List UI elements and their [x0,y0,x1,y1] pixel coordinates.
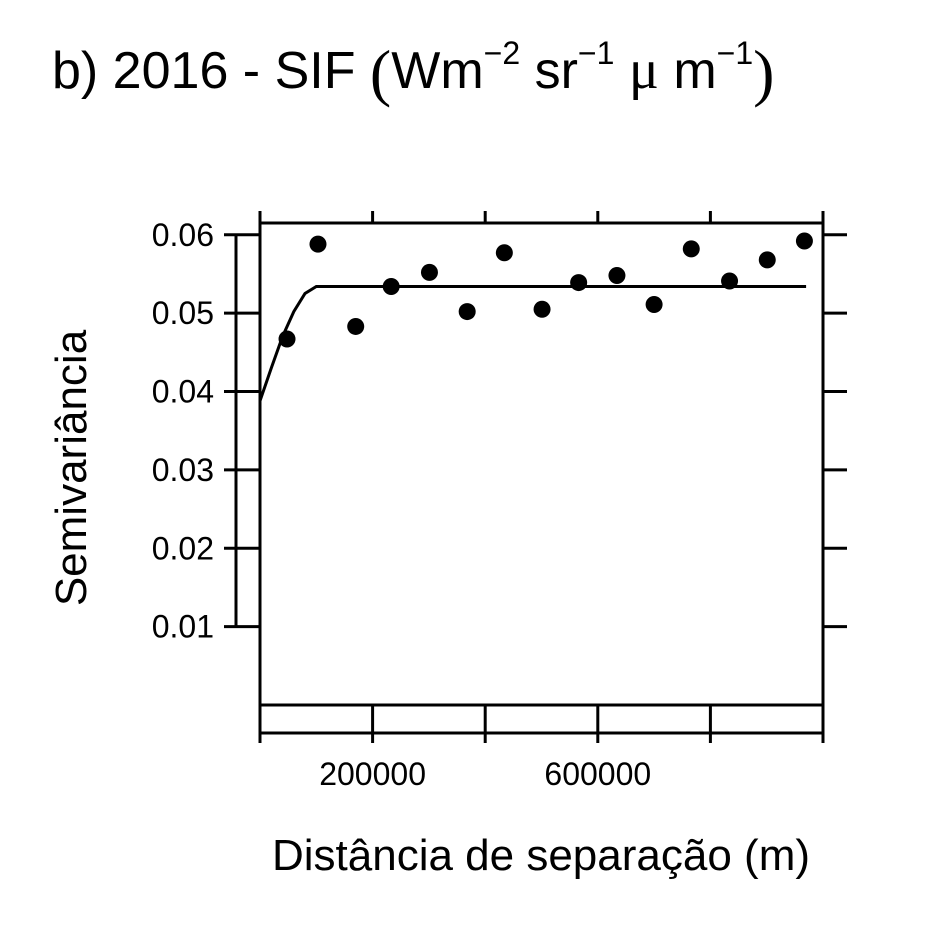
y-tick-label: 0.03 [152,452,214,488]
title-unit-exponent: −2 [484,35,520,71]
data-point [570,274,588,292]
data-points-group [278,232,813,348]
data-point [420,263,438,281]
chart-title: b) 2016 - SIF (Wm−2 sr−1 μ m−1) [52,35,774,108]
y-tick-label: 0.06 [152,217,214,253]
title-space [659,42,673,100]
title-close-paren: ) [753,37,774,108]
title-unit-exponent: −1 [578,35,614,71]
x-axis: 200000 600000 [258,211,825,792]
x-tick-label: 200000 [319,756,426,792]
data-point [495,244,513,262]
title-unit-base: m [673,42,716,100]
data-point [458,303,476,321]
title-prefix: b) 2016 - SIF [52,42,370,100]
y-tick-label: 0.01 [152,609,214,645]
y-tick-label: 0.05 [152,295,214,331]
y-tick-label: 0.04 [152,374,214,410]
title-unit-base: μ [629,39,659,101]
data-point [758,251,776,269]
data-point [721,272,739,290]
data-point [533,300,551,318]
data-point [382,277,400,295]
y-tick-label: 0.02 [152,530,214,566]
data-point [278,330,296,348]
data-point [682,240,700,258]
model-curve-group [258,285,807,402]
x-axis-title: Distância de separação (m) [272,831,810,880]
y-axis: 0.01 0.02 0.03 0.04 0.05 0.06 [152,217,847,645]
data-point [309,235,327,253]
title-unit-base: Wm [391,42,483,100]
data-point [795,232,813,250]
x-tick-label: 600000 [544,756,651,792]
model-curve [258,285,807,402]
y-axis-title: Semivariância [47,329,96,606]
title-unit-base: sr [535,42,578,100]
data-point [608,267,626,285]
title-unit-exponent: −1 [717,35,753,71]
title-space [520,42,534,100]
data-point [347,317,365,335]
title-open-paren: ( [370,37,391,108]
data-point [645,296,663,314]
title-space [614,42,628,100]
plot-frame [258,221,825,707]
